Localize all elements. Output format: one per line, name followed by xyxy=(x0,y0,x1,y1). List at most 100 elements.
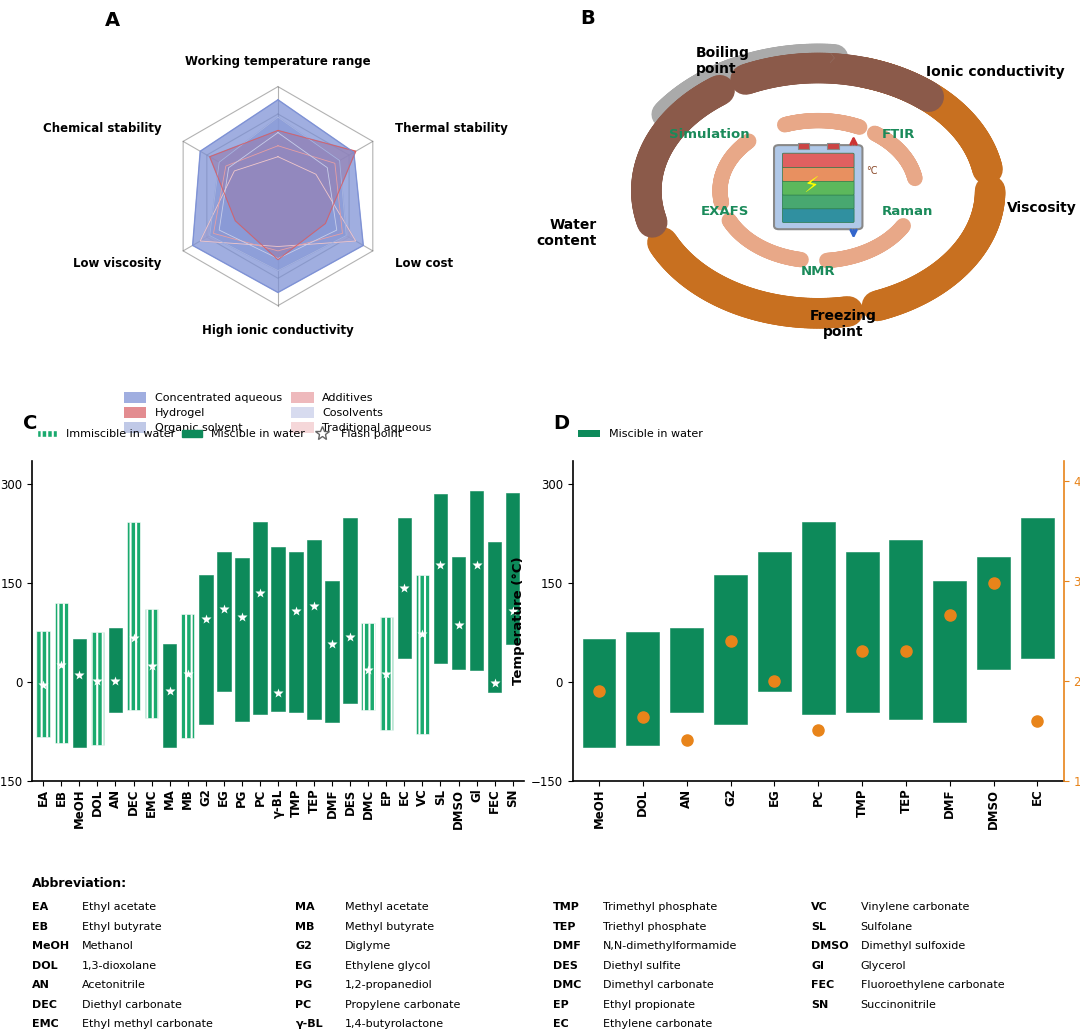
Text: Triethyl phosphate: Triethyl phosphate xyxy=(603,922,706,932)
Text: High ionic conductivity: High ionic conductivity xyxy=(202,325,354,337)
Bar xyxy=(91,632,104,744)
Text: Dimethyl carbonate: Dimethyl carbonate xyxy=(603,980,714,990)
Bar xyxy=(72,639,86,746)
Bar xyxy=(416,575,429,734)
Text: Ethylene glycol: Ethylene glycol xyxy=(345,961,431,970)
Text: Ethyl butyrate: Ethyl butyrate xyxy=(82,922,162,932)
Bar xyxy=(434,494,447,664)
Bar xyxy=(1021,519,1054,658)
Text: Ethyl methyl carbonate: Ethyl methyl carbonate xyxy=(82,1020,213,1029)
Text: DMC: DMC xyxy=(553,980,582,990)
Text: Ethylene carbonate: Ethylene carbonate xyxy=(603,1020,712,1029)
Bar xyxy=(325,581,339,722)
Text: MB: MB xyxy=(296,922,314,932)
Text: Low cost: Low cost xyxy=(394,257,453,270)
Text: Simulation: Simulation xyxy=(669,128,750,141)
Text: Diethyl carbonate: Diethyl carbonate xyxy=(82,1000,181,1009)
Bar xyxy=(163,644,176,746)
Legend: Miscible in water: Miscible in water xyxy=(573,425,707,443)
Bar xyxy=(890,540,922,719)
Text: TEP: TEP xyxy=(553,922,577,932)
Polygon shape xyxy=(210,131,355,260)
Bar xyxy=(470,491,484,670)
Text: DES: DES xyxy=(553,961,578,970)
Bar xyxy=(199,575,213,724)
Text: NMR: NMR xyxy=(801,265,836,277)
Text: TMP: TMP xyxy=(553,902,580,912)
Bar xyxy=(379,617,393,730)
Bar xyxy=(343,519,357,703)
Bar xyxy=(37,631,50,737)
Bar xyxy=(758,552,791,691)
Text: AN: AN xyxy=(32,980,51,990)
Bar xyxy=(397,519,411,658)
Text: SL: SL xyxy=(811,922,826,932)
Text: °C: °C xyxy=(866,166,877,176)
FancyBboxPatch shape xyxy=(774,145,863,229)
Text: Sulfolane: Sulfolane xyxy=(861,922,913,932)
FancyBboxPatch shape xyxy=(782,208,854,223)
Text: EC: EC xyxy=(553,1020,569,1029)
FancyBboxPatch shape xyxy=(782,195,854,209)
Text: Diethyl sulfite: Diethyl sulfite xyxy=(603,961,680,970)
Bar xyxy=(977,557,1010,669)
Text: Thermal stability: Thermal stability xyxy=(394,123,508,135)
Bar xyxy=(235,558,248,721)
Text: Viscosity: Viscosity xyxy=(1008,201,1077,215)
Bar xyxy=(714,575,747,724)
Bar xyxy=(626,632,659,744)
Bar xyxy=(126,522,140,710)
Bar xyxy=(801,523,835,714)
Text: Vinylene carbonate: Vinylene carbonate xyxy=(861,902,969,912)
Legend: Immiscible in water, Miscible in water, Flash point: Immiscible in water, Miscible in water, … xyxy=(33,425,406,443)
Text: N,N-dimethylformamide: N,N-dimethylformamide xyxy=(603,941,738,951)
Text: Abbreviation:: Abbreviation: xyxy=(32,877,127,891)
Text: Diglyme: Diglyme xyxy=(345,941,391,951)
Text: VC: VC xyxy=(811,902,828,912)
Text: Propylene carbonate: Propylene carbonate xyxy=(345,1000,460,1009)
Polygon shape xyxy=(214,145,342,251)
Text: PG: PG xyxy=(296,980,312,990)
Text: DMSO: DMSO xyxy=(811,941,849,951)
Text: EB: EB xyxy=(32,922,49,932)
Text: Raman: Raman xyxy=(882,205,933,219)
Text: EXAFS: EXAFS xyxy=(701,205,750,219)
FancyBboxPatch shape xyxy=(782,167,854,181)
Text: Methanol: Methanol xyxy=(82,941,134,951)
Text: γ-BL: γ-BL xyxy=(296,1020,323,1029)
Bar xyxy=(145,609,159,719)
Text: MeOH: MeOH xyxy=(32,941,69,951)
Bar xyxy=(308,540,321,719)
Text: B: B xyxy=(580,9,595,28)
Bar xyxy=(582,639,616,746)
Y-axis label: Temperature (°C): Temperature (°C) xyxy=(512,557,525,686)
Bar xyxy=(109,628,122,712)
Text: ⚡: ⚡ xyxy=(804,177,819,197)
Text: EG: EG xyxy=(296,961,312,970)
Bar xyxy=(217,552,230,691)
Bar xyxy=(671,628,703,712)
Text: Methyl butyrate: Methyl butyrate xyxy=(345,922,434,932)
Bar xyxy=(846,552,878,712)
Text: Glycerol: Glycerol xyxy=(861,961,906,970)
Text: DEC: DEC xyxy=(32,1000,57,1009)
Text: Ionic conductivity: Ionic conductivity xyxy=(927,65,1065,78)
Bar xyxy=(933,581,967,722)
Text: PC: PC xyxy=(296,1000,312,1009)
Text: Ethyl acetate: Ethyl acetate xyxy=(82,902,156,912)
Bar xyxy=(181,614,194,738)
Text: Dimethyl sulfoxide: Dimethyl sulfoxide xyxy=(861,941,964,951)
Text: Boiling
point: Boiling point xyxy=(696,46,750,76)
Bar xyxy=(451,557,465,669)
Text: A: A xyxy=(105,11,120,31)
Text: Acetonitrile: Acetonitrile xyxy=(82,980,146,990)
Text: Succinonitrile: Succinonitrile xyxy=(861,1000,936,1009)
Polygon shape xyxy=(210,118,347,270)
Text: Working temperature range: Working temperature range xyxy=(185,55,370,68)
Bar xyxy=(488,542,501,693)
Text: 1,3-dioxolane: 1,3-dioxolane xyxy=(82,961,157,970)
Polygon shape xyxy=(219,133,337,259)
Text: 1,4-butyrolactone: 1,4-butyrolactone xyxy=(345,1020,444,1029)
Bar xyxy=(362,623,375,710)
Bar xyxy=(253,523,267,714)
